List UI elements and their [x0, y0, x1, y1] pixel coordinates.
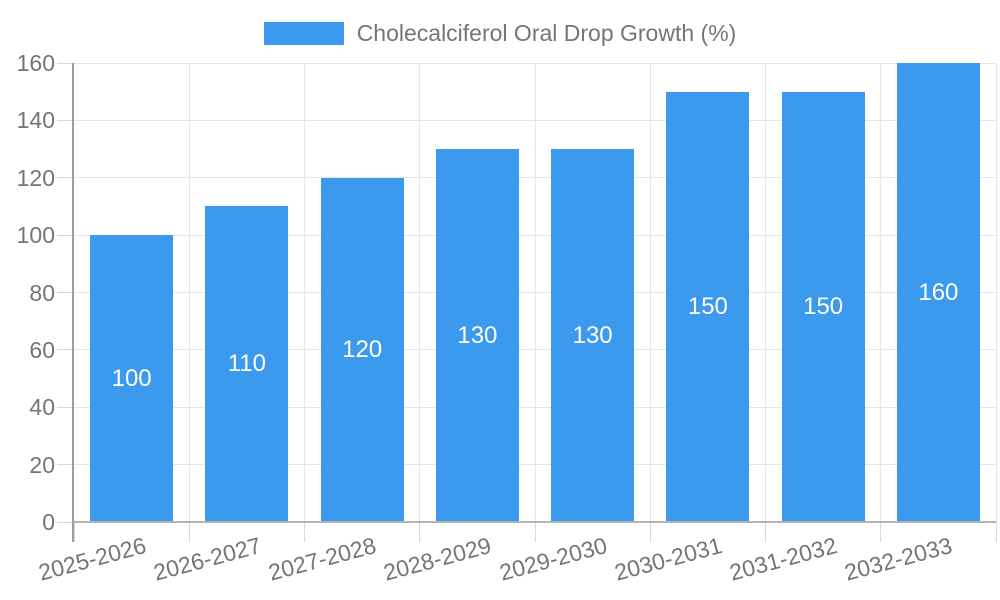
y-axis-tick — [57, 234, 74, 236]
x-gridline — [304, 63, 305, 522]
x-axis-label: 2027-2028 — [265, 532, 379, 586]
x-gridline — [188, 63, 190, 522]
x-gridline — [765, 63, 766, 522]
x-axis-label: 2030-2031 — [611, 532, 725, 586]
bar — [896, 63, 980, 522]
bar-value-label: 160 — [918, 278, 959, 306]
y-axis-tick — [57, 349, 74, 351]
x-axis-tick — [188, 522, 190, 542]
x-gridline — [995, 63, 997, 522]
y-axis-label: 120 — [16, 164, 55, 191]
bar-value-label: 100 — [111, 364, 152, 392]
bar-value-label: 130 — [572, 321, 613, 349]
y-axis-tick — [57, 177, 74, 179]
x-axis-label: 2031-2032 — [726, 532, 840, 586]
y-axis-label: 20 — [29, 451, 55, 478]
bar-value-label: 130 — [457, 321, 498, 349]
x-gridline — [649, 63, 651, 522]
x-gridline — [880, 63, 882, 522]
x-axis-label: 2025-2026 — [35, 532, 149, 586]
bar-value-label: 150 — [803, 292, 844, 320]
bar-value-label: 150 — [687, 292, 728, 320]
x-axis-tick — [880, 522, 882, 542]
x-axis-tick — [649, 522, 651, 542]
x-axis-tick — [419, 522, 421, 542]
bar — [435, 149, 519, 522]
x-axis-tick — [995, 522, 997, 542]
x-axis-label: 2028-2029 — [381, 532, 495, 586]
bar — [666, 91, 750, 522]
y-axis-label: 60 — [29, 336, 55, 363]
bar-value-label: 120 — [342, 335, 383, 363]
x-axis-label: 2032-2033 — [842, 532, 956, 586]
x-axis-tick — [73, 522, 75, 542]
y-axis-tick — [57, 406, 74, 408]
bar — [90, 235, 174, 522]
x-axis-label: 2029-2030 — [496, 532, 610, 586]
x-axis-line — [74, 521, 996, 523]
y-axis-label: 0 — [42, 509, 55, 535]
y-axis-label: 160 — [16, 50, 55, 76]
bar — [551, 149, 635, 522]
y-axis-line — [72, 63, 74, 542]
y-axis-tick — [57, 119, 74, 121]
legend-item[interactable]: Cholecalciferol Oral Drop Growth (%) — [0, 20, 1000, 47]
y-axis-tick — [57, 521, 74, 523]
bar-value-label: 110 — [227, 350, 266, 378]
x-axis-label: 2026-2027 — [150, 532, 264, 586]
x-axis-tick — [765, 522, 766, 542]
y-axis-label: 140 — [16, 107, 55, 134]
y-axis-label: 80 — [29, 279, 55, 306]
y-axis-tick — [57, 464, 74, 466]
x-axis-tick — [534, 522, 536, 542]
bar — [781, 91, 865, 522]
y-axis-label: 100 — [16, 222, 55, 249]
y-axis-tick — [57, 62, 74, 64]
bar — [320, 177, 404, 522]
x-gridline — [419, 63, 421, 522]
legend-label: Cholecalciferol Oral Drop Growth (%) — [356, 20, 737, 46]
bar — [205, 206, 289, 522]
legend-swatch — [263, 22, 344, 45]
x-axis-tick — [304, 522, 305, 542]
y-axis-label: 40 — [29, 394, 55, 421]
x-gridline — [534, 63, 536, 522]
y-axis-tick — [57, 292, 74, 293]
